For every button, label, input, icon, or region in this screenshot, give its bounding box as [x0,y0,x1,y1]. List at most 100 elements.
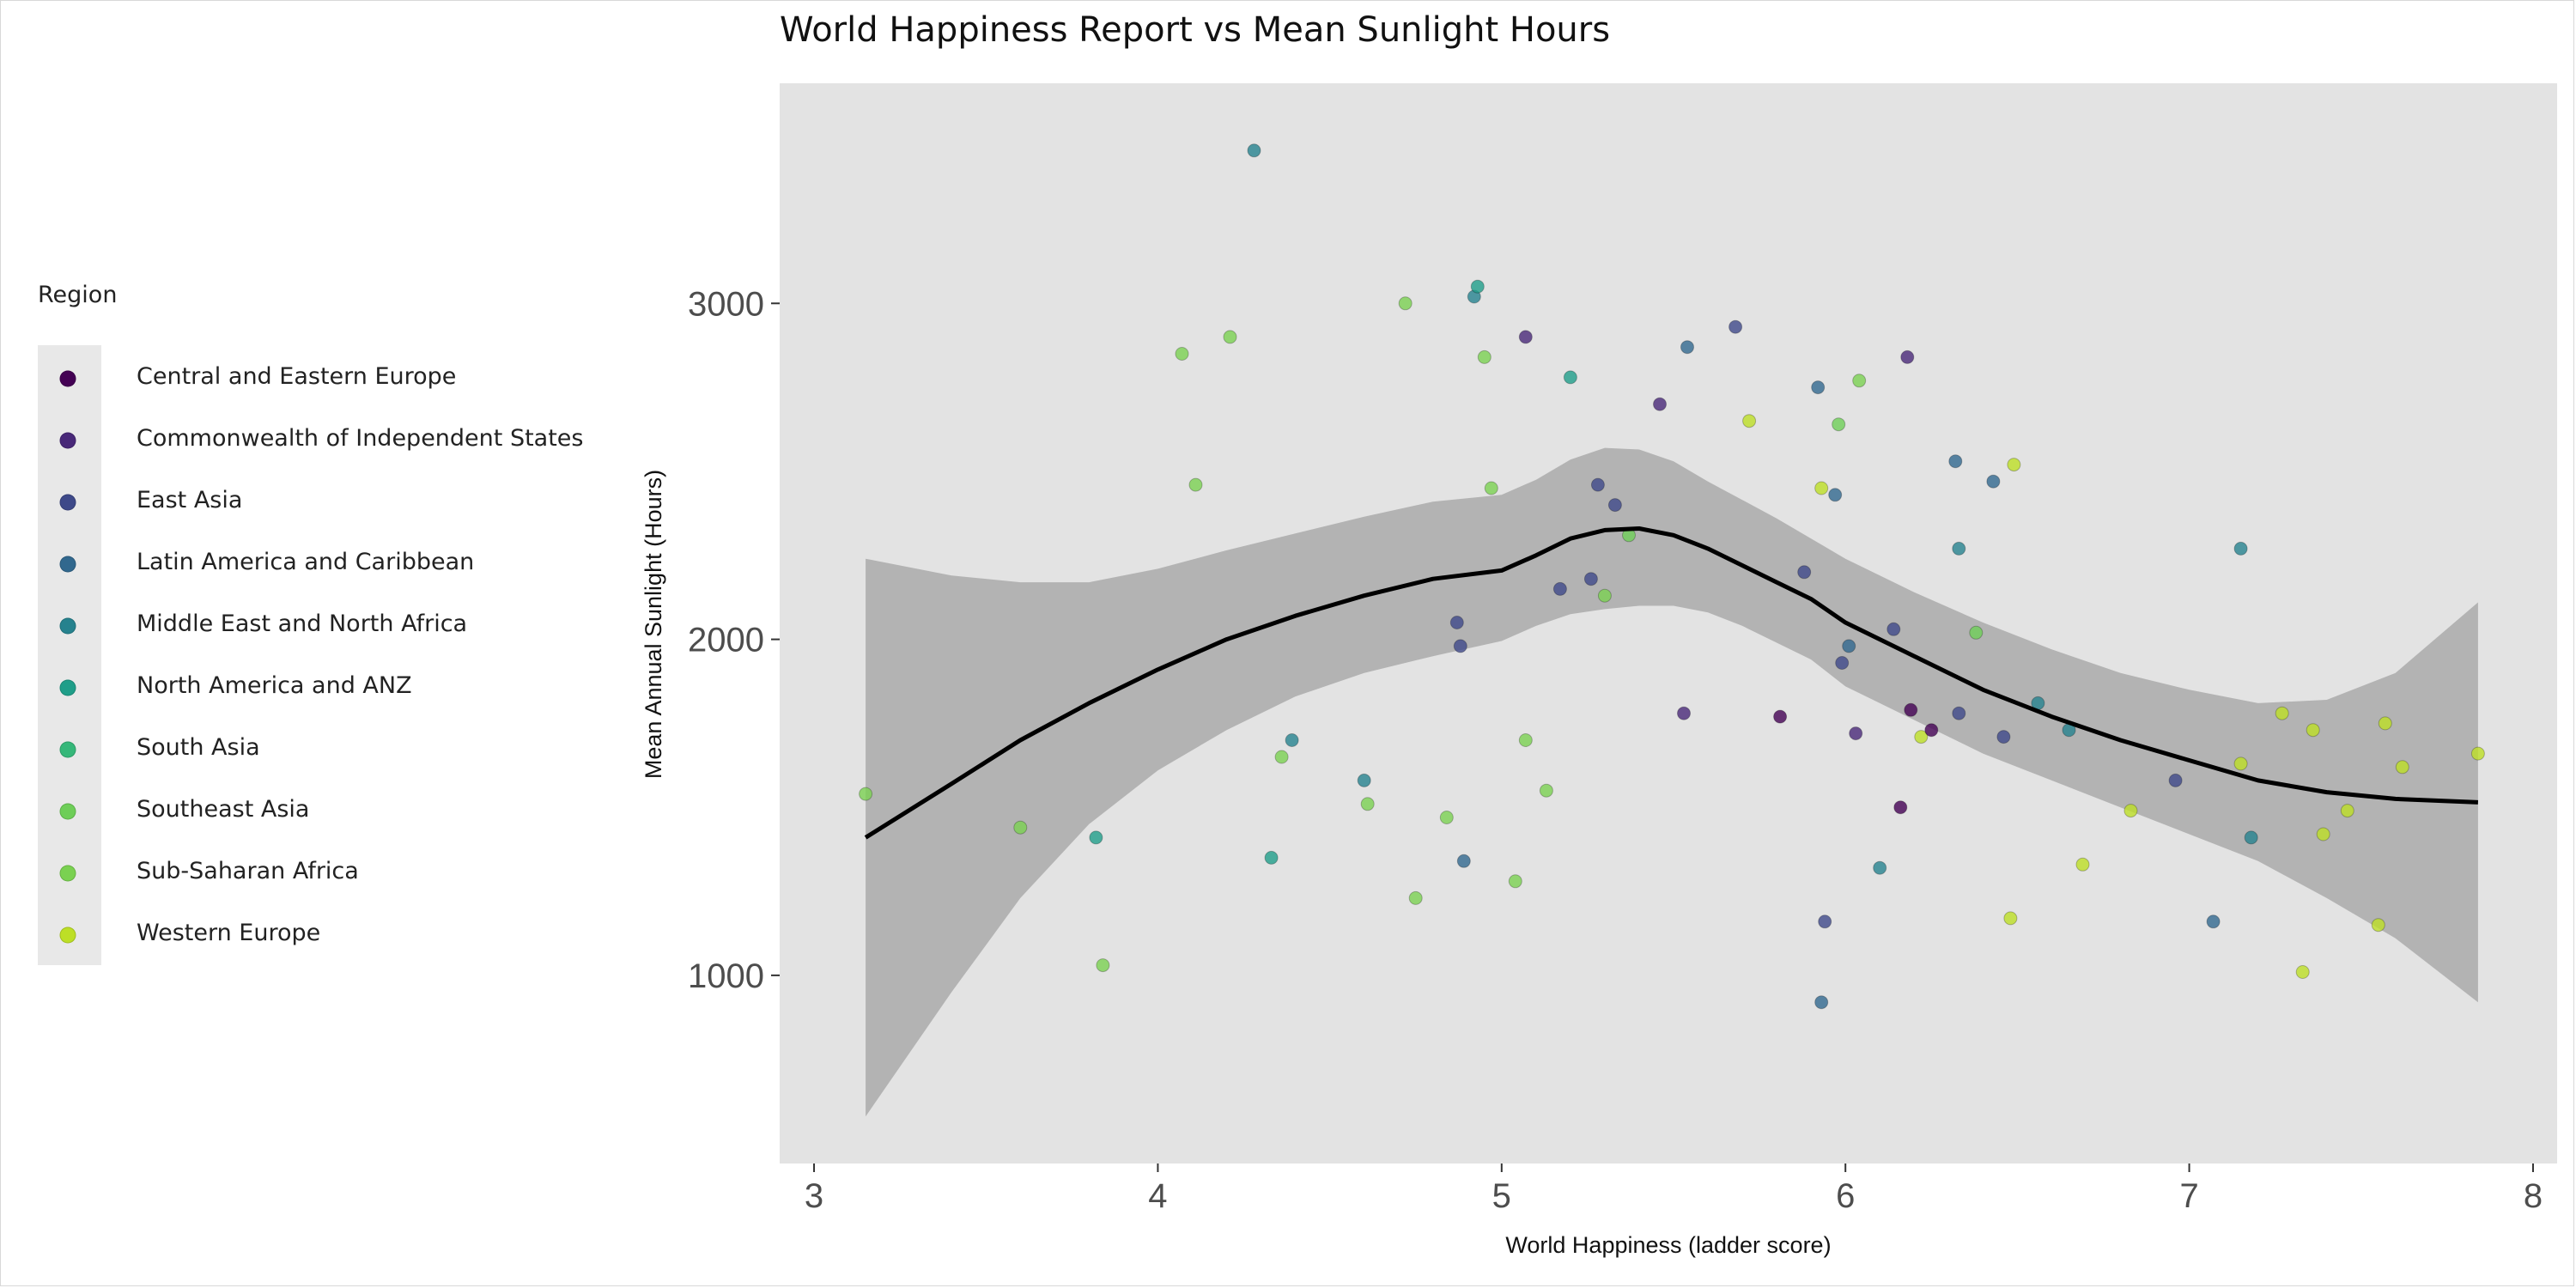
legend-swatch [59,617,76,635]
y-tick-label: 3000 [688,285,764,323]
data-point [2306,723,2320,738]
legend-label: Latin America and Caribbean [137,549,475,575]
legend-item: North America and ANZ [38,657,639,719]
data-point [1439,811,1454,824]
legend-swatch [59,556,76,573]
data-point [1583,572,1598,586]
legend-swatch [59,741,76,758]
y-tick-label: 2000 [688,622,764,659]
data-point [1264,850,1279,865]
data-point [1552,581,1567,596]
data-point [1089,830,1103,845]
data-point [2233,541,2248,556]
data-point [1904,702,1918,717]
data-point [2340,804,2354,818]
data-point [1814,995,1829,1010]
data-point [1814,481,1829,495]
legend-title: Region [38,282,118,308]
data-point [2075,857,2090,872]
data-point [1948,454,1963,469]
data-point [859,787,873,801]
legend-item: Western Europe [38,904,639,966]
data-point [1852,374,1867,388]
legend-label: North America and ANZ [137,672,412,699]
legend-swatch [59,803,76,820]
confidence-band [866,447,2478,1117]
data-point [1590,477,1605,492]
legend-swatch [59,370,76,387]
data-point [1518,330,1533,344]
legend-label: Sub-Saharan Africa [137,858,359,884]
data-point [1508,874,1522,889]
data-point [1952,541,1966,556]
data-point [1013,820,1028,835]
data-point [1742,414,1757,428]
data-point [1096,958,1110,973]
confidence-band-layer [866,447,2478,1117]
x-tick-label: 4 [1148,1177,1167,1215]
data-point [2244,830,2258,845]
data-point [1986,474,2001,489]
data-point [1952,706,1966,720]
data-point [1539,783,1553,798]
data-point [1223,330,1237,344]
data-point [1773,709,1788,724]
legend-item: Commonwealth of Independent States [38,410,639,471]
legend-label: Middle East and North Africa [137,611,468,637]
points-layer [859,143,2485,1010]
legend-key-background [38,345,101,965]
x-axis-title: World Happiness (ladder score) [1505,1232,1831,1258]
legend-swatch [59,865,76,882]
data-point [2233,756,2248,771]
legend-item: Sub-Saharan Africa [38,842,639,904]
y-tick-label: 1000 [688,957,764,995]
data-point [1563,370,1577,385]
data-point [1900,349,1915,364]
data-point [1728,319,1743,334]
data-point [1449,616,1464,629]
legend-swatch [59,432,76,449]
data-point [1797,565,1812,580]
data-point [1914,730,1929,744]
data-point [1360,797,1375,811]
legend-label: Southeast Asia [137,796,310,823]
data-point [2395,760,2409,775]
data-point [1484,481,1498,495]
data-point [1188,477,1203,492]
data-point [1849,726,1863,741]
data-point [1924,723,1939,738]
data-point [1408,890,1423,905]
data-point [2275,706,2289,720]
legend-item: Southeast Asia [38,781,639,842]
data-point [1811,380,1826,395]
data-point [2123,804,2138,818]
data-point [1274,750,1289,764]
legend-item: Central and Eastern Europe [38,348,639,410]
data-point [2316,827,2330,841]
data-point [1453,639,1467,653]
data-point [1477,349,1492,364]
legend-label: Commonwealth of Independent States [137,425,584,452]
smooth-line [864,526,2479,840]
data-point [1456,854,1471,868]
data-point [2470,746,2485,761]
data-point [1835,656,1850,670]
data-point [2378,716,2392,731]
data-point [2007,458,2021,472]
data-point [1597,588,1612,603]
data-point [1996,730,2011,744]
data-point [1607,498,1622,513]
legend-swatch [59,679,76,696]
data-point [2206,914,2221,929]
data-point [1677,706,1691,720]
legend-item: South Asia [38,719,639,781]
data-point [1357,773,1371,787]
legend-label: Western Europe [137,920,321,946]
data-point [1398,296,1413,311]
x-tick-label: 6 [1836,1177,1855,1215]
x-tick-label: 8 [2524,1177,2543,1215]
data-point [1828,488,1843,502]
axes-layer: 3 4 5 6 7 8 1000 2000 3000 [688,285,2543,1215]
